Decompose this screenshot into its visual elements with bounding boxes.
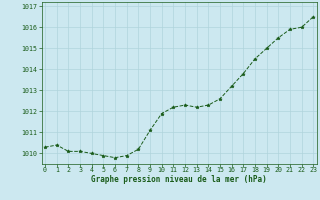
X-axis label: Graphe pression niveau de la mer (hPa): Graphe pression niveau de la mer (hPa) <box>91 175 267 184</box>
